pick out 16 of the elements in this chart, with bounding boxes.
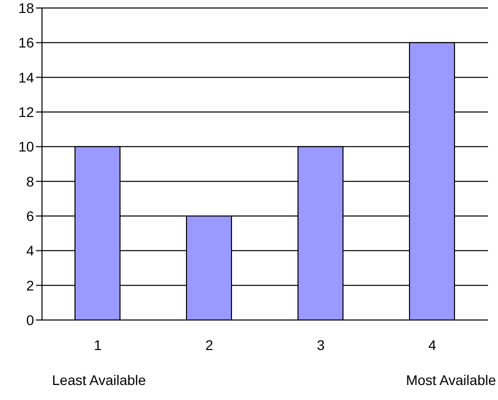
y-tick-label: 16 — [18, 34, 34, 51]
y-tick-label: 0 — [26, 312, 34, 328]
y-tick-label: 18 — [18, 0, 34, 16]
y-tick-label: 14 — [18, 69, 34, 86]
x-tick-label: 3 — [316, 336, 325, 353]
x-tick-label: 4 — [428, 336, 436, 353]
y-tick-label: 6 — [26, 208, 34, 224]
text: Most Available — [406, 372, 496, 388]
text: Least Available — [52, 372, 146, 388]
y-tick-label: 10 — [18, 138, 34, 155]
y-tick-label: 2 — [26, 277, 34, 294]
x-tick-label: 2 — [205, 336, 214, 353]
y-tick-label: 8 — [26, 173, 34, 190]
y-tick-label: 12 — [18, 104, 34, 120]
y-tick-label: 4 — [26, 242, 34, 259]
x-tick-label: 1 — [94, 336, 102, 353]
